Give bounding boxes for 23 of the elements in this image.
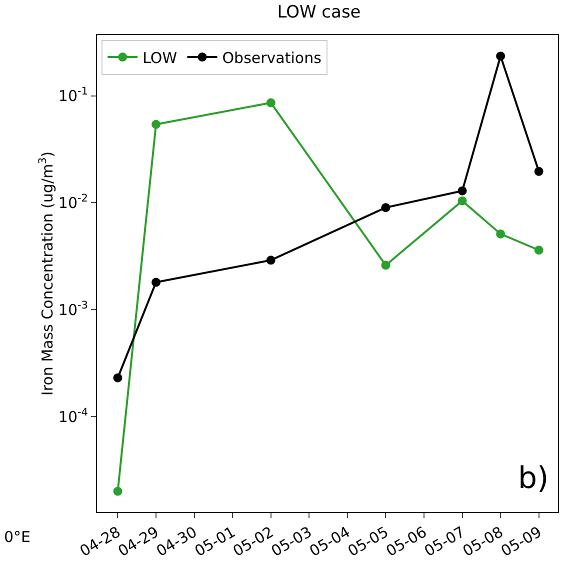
point	[266, 256, 276, 265]
text: 0°E	[4, 528, 31, 546]
annotation: b)	[518, 461, 549, 496]
y-tick-label: 10$^{-2}$	[58, 192, 88, 212]
point	[381, 260, 390, 270]
point	[458, 196, 467, 206]
y-tick-label: 10$^{-3}$	[58, 300, 88, 319]
legend-label: Observations	[222, 48, 322, 67]
point	[113, 373, 122, 382]
y-tick-label: 10$^{-1}$	[58, 86, 88, 106]
point	[496, 52, 506, 61]
point	[534, 166, 544, 176]
chart-title: LOW case	[277, 2, 361, 23]
y-tick-label: 10$^{-4}$	[58, 406, 88, 426]
point	[496, 229, 506, 238]
point	[458, 186, 467, 196]
legend-label: LOW	[142, 48, 178, 67]
point	[113, 486, 122, 496]
point	[381, 203, 390, 212]
point	[534, 246, 544, 255]
point	[266, 98, 276, 108]
point	[152, 278, 161, 287]
point	[152, 120, 161, 129]
